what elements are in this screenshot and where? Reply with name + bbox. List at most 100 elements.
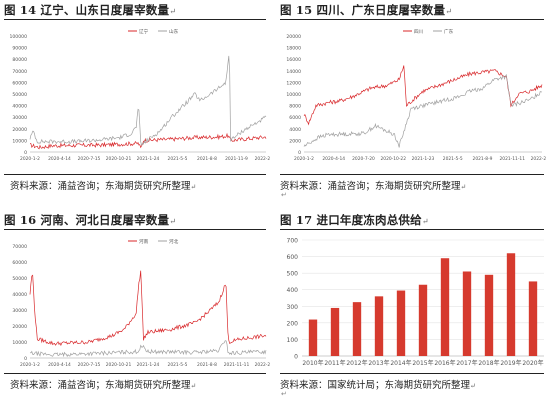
- bar: [418, 284, 428, 356]
- y-tick-label: 2000: [289, 138, 301, 144]
- x-tick-label: 2021-11-11: [224, 362, 250, 368]
- x-tick-label: 2012年: [346, 359, 367, 367]
- y-tick-label: 100: [287, 337, 299, 344]
- y-tick-label: 50000: [12, 92, 27, 98]
- source-rule: [4, 174, 266, 175]
- x-tick-label: 2010年: [302, 359, 323, 367]
- x-tick-label: 2020-7-20: [352, 156, 375, 162]
- title-rule: [280, 19, 544, 20]
- y-tick-label: 50000: [12, 276, 27, 282]
- panel-fig16: 图 16 河南、河北日度屠宰数量↵ 0 10000 20000 30000 40000 5…: [4, 212, 270, 402]
- x-tick-label: 2020-1-2: [294, 156, 314, 162]
- y-tick-label: 4000: [289, 127, 301, 133]
- series-line-primary: [303, 65, 543, 126]
- source-note: 资料来源：国家统计局；东海期货研究所整理↵: [280, 380, 476, 391]
- bar: [506, 253, 516, 356]
- x-tick-label: 2020-7-15: [78, 362, 101, 368]
- x-tick-label: 2019年: [500, 359, 521, 367]
- bar: [462, 271, 472, 356]
- series-line-secondary: [29, 340, 267, 358]
- x-tick-label: 2020-10-21: [106, 156, 132, 162]
- paragraph-mark: ↵: [281, 390, 287, 398]
- x-tick-label: 2020-4-14: [48, 156, 71, 162]
- y-tick-label: 200: [287, 320, 299, 327]
- source-rule: [4, 373, 266, 374]
- y-tick-label: 60000: [12, 260, 27, 266]
- x-tick-label: 2020-1-2: [20, 156, 40, 162]
- panel-title: 图 17 进口年度冻肉总供给↵: [280, 213, 429, 227]
- x-tick-label: 2021-8-8: [197, 156, 217, 162]
- x-tick-label: 2020-4-14: [48, 362, 71, 368]
- y-tick-label: 70000: [12, 244, 27, 250]
- y-tick-label: 10000: [12, 138, 27, 144]
- x-tick-label: 2017年: [456, 359, 477, 367]
- series-line-secondary: [303, 73, 543, 148]
- x-tick-label: 2021-5-5: [168, 362, 188, 368]
- bar: [352, 302, 362, 356]
- chart-fig16: 0 10000 20000 30000 40000 50000 60000 70000 2020…: [12, 238, 270, 368]
- y-tick-label: 40000: [12, 104, 27, 110]
- panel-fig14: 图 14 辽宁、山东日度屠宰数量↵ 0 10000 20000 30000 40000 5…: [4, 2, 270, 202]
- legend-label: 广东: [444, 28, 454, 35]
- y-tick-label: 16000: [286, 57, 301, 63]
- bar: [308, 319, 318, 356]
- panel-title: 图 15 四川、广东日度屠宰数量↵: [280, 3, 453, 17]
- panel-fig17: 图 17 进口年度冻肉总供给↵ 0 100 200 300 400 500 600 700 20…: [280, 212, 546, 402]
- legend-label: 河北: [169, 238, 179, 245]
- y-tick-label: 8000: [289, 104, 301, 110]
- x-tick-label: 2020-4-14: [322, 156, 345, 162]
- title-rule: [4, 19, 266, 20]
- series-line-secondary: [29, 55, 267, 147]
- source-rule: [280, 174, 544, 175]
- y-tick-label: 18000: [286, 46, 301, 52]
- y-tick-label: 20000: [12, 324, 27, 330]
- x-tick-label: 2020-1-2: [20, 362, 40, 368]
- x-tick-label: 2021-8-9: [473, 156, 493, 162]
- y-tick-label: 20000: [286, 34, 301, 40]
- panel-title: 图 14 辽宁、山东日度屠宰数量↵: [4, 3, 177, 17]
- y-tick-label: 300: [287, 304, 299, 311]
- x-tick-label: 2021-11-11: [499, 156, 525, 162]
- source-note: 资料来源：涌益咨询；东海期货研究所整理↵: [10, 181, 197, 192]
- x-tick-label: 2021-1-24: [137, 156, 160, 162]
- bar: [484, 274, 494, 356]
- chart-fig14: 0 10000 20000 30000 40000 50000 60000 70000 8000…: [9, 28, 270, 162]
- chart-fig15: 0 2000 4000 6000 8000 10000 12000 14000 16000 180…: [286, 28, 546, 162]
- x-tick-label: 2018年: [478, 359, 499, 367]
- y-tick-label: 20000: [12, 127, 27, 133]
- bar: [330, 307, 340, 356]
- y-tick-label: 14000: [286, 69, 301, 75]
- y-tick-label: 700: [287, 238, 299, 245]
- source-note: 资料来源：涌益咨询；东海期货研究所整理↵: [280, 181, 467, 192]
- y-tick-label: 500: [287, 271, 299, 278]
- x-tick-label: 2020年: [522, 359, 543, 367]
- source-note: 资料来源：涌益咨询；东海期货研究所整理↵: [10, 380, 197, 391]
- x-tick-label: 2021-1-24: [137, 362, 160, 368]
- series-line-primary: [29, 270, 267, 347]
- x-tick-label: 2016年: [434, 359, 455, 367]
- x-tick-label: 2022-2-24: [531, 156, 546, 162]
- y-tick-label: 100000: [9, 34, 27, 40]
- paragraph-mark: ↵: [281, 191, 287, 199]
- y-tick-label: 30000: [12, 115, 27, 121]
- y-tick-label: 12000: [286, 80, 301, 86]
- y-tick-label: 80000: [12, 57, 27, 63]
- y-tick-label: 600: [287, 254, 299, 261]
- x-tick-label: 2020-10-22: [380, 156, 406, 162]
- x-tick-label: 2020-7-15: [78, 156, 101, 162]
- legend-label: 四川: [414, 29, 424, 35]
- x-tick-label: 2020-10-21: [106, 362, 132, 368]
- x-tick-label: 2021-8-8: [197, 362, 217, 368]
- title-rule: [280, 229, 544, 230]
- y-tick-label: 0: [294, 354, 298, 361]
- x-tick-label: 2022-2-24: [255, 156, 270, 162]
- x-tick-label: 2021-11-9: [225, 156, 248, 162]
- y-tick-label: 60000: [12, 80, 27, 86]
- bar: [374, 296, 384, 356]
- y-tick-label: 0: [24, 356, 27, 362]
- legend-label: 山东: [169, 28, 179, 35]
- y-tick-label: 0: [24, 150, 27, 156]
- x-tick-label: 2011年: [324, 359, 345, 367]
- y-tick-label: 10000: [286, 92, 301, 98]
